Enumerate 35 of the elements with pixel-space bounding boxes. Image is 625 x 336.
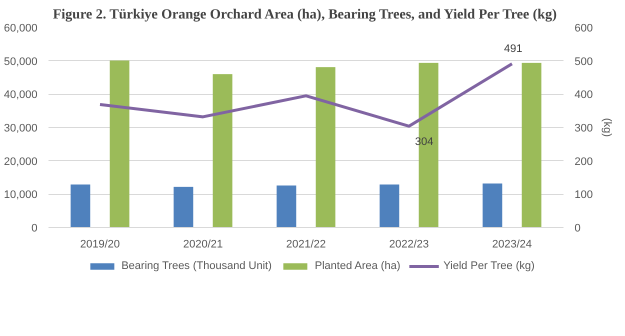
- y-tick-label: 60,000: [4, 22, 38, 34]
- y2-tick-label: 400: [574, 89, 593, 102]
- y2-tick-label: 600: [574, 22, 593, 34]
- y-tick-label: 10,000: [4, 189, 38, 202]
- line-series: [98, 62, 514, 128]
- y2-tick-label: 300: [574, 122, 593, 134]
- bar: [522, 62, 542, 228]
- x-tick-label: 2019/20: [80, 238, 120, 250]
- bar: [174, 186, 194, 228]
- y2-tick-label: 200: [574, 156, 593, 168]
- y-tick-label: 40,000: [4, 89, 38, 102]
- bar: [380, 184, 400, 228]
- y-tick-label: 0: [31, 222, 38, 234]
- bar: [110, 60, 130, 228]
- x-tick-label: 2021/22: [286, 238, 326, 250]
- y-tick-label: 30,000: [4, 122, 38, 134]
- x-tick-label: 2020/21: [183, 238, 223, 250]
- chart-title: Figure 2. Türkiye Orange Orchard Area (ha), Bearing Trees, and Yield Per Tree (kg): [52, 8, 558, 22]
- y2-axis-title: (kg): [600, 118, 613, 137]
- bar: [276, 186, 296, 228]
- legend-label: Yield Per Tree (kg): [443, 260, 535, 272]
- bar: [482, 184, 502, 228]
- x-tick-label: 2023/24: [492, 238, 532, 250]
- y2-tick-label: 500: [574, 56, 593, 68]
- y-tick-label: 50,000: [4, 56, 38, 68]
- bar: [212, 74, 232, 228]
- data-label: 491: [504, 42, 522, 55]
- x-tick-label: 2022/23: [389, 238, 429, 250]
- bar: [70, 184, 90, 228]
- y2-tick-label: 100: [574, 189, 593, 202]
- legend-label: Planted Area (ha): [314, 260, 400, 272]
- y-tick-label: 20,000: [4, 156, 38, 168]
- y2-tick-label: 0: [574, 222, 581, 234]
- bar: [316, 67, 336, 228]
- legend-label: Bearing Trees (Thousand Unit): [121, 260, 272, 272]
